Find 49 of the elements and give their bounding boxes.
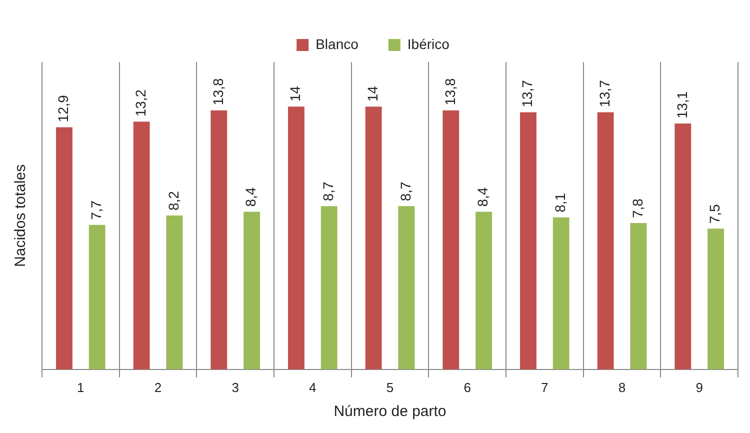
x-tick-label: 2 <box>154 380 162 395</box>
bar <box>398 206 415 370</box>
x-axis-title: Número de parto <box>334 403 446 420</box>
bar <box>166 216 183 370</box>
bar <box>288 106 304 370</box>
data-label: 14 <box>287 86 304 102</box>
bar <box>476 212 492 370</box>
bar <box>210 110 228 370</box>
bar <box>520 112 536 370</box>
x-tick-label: 4 <box>309 380 316 395</box>
bar <box>552 217 570 370</box>
data-label: 8,7 <box>320 181 336 202</box>
y-axis-title: Nacidos totales <box>12 164 30 267</box>
data-label: 13,1 <box>674 91 690 119</box>
bar <box>674 124 692 370</box>
data-label: 8,2 <box>165 190 182 211</box>
bar <box>133 122 150 370</box>
x-tick-label: 7 <box>541 380 548 395</box>
x-tick-label: 5 <box>386 380 394 395</box>
data-label: 14 <box>364 86 380 102</box>
data-label: 8,4 <box>242 187 259 207</box>
bar <box>88 224 106 370</box>
x-tick-label: 8 <box>618 380 626 395</box>
data-label: 13,7 <box>519 80 536 108</box>
bar <box>442 110 460 370</box>
x-tick-label: 3 <box>232 380 239 395</box>
legend-label: Ibérico <box>407 36 450 52</box>
data-label: 8,1 <box>552 192 568 212</box>
x-tick-label: 1 <box>77 380 84 395</box>
x-tick-label: 9 <box>696 380 703 395</box>
data-label: 13,2 <box>132 89 148 117</box>
data-label: 13,8 <box>210 78 226 106</box>
bar <box>365 106 382 370</box>
bar <box>244 212 260 370</box>
data-label: 8,7 <box>397 181 414 202</box>
data-label: 7,8 <box>629 198 646 218</box>
bar <box>597 112 614 370</box>
data-label: 7,7 <box>88 200 104 220</box>
data-label: 12,9 <box>55 94 72 122</box>
bar <box>630 223 647 370</box>
bar <box>320 206 338 370</box>
bar <box>708 228 724 370</box>
data-label: 7,5 <box>706 204 723 224</box>
data-label: 8,4 <box>474 187 491 207</box>
x-tick-label: 6 <box>464 380 471 395</box>
bar <box>56 127 72 370</box>
data-label: 13,7 <box>596 80 612 108</box>
legend-label: Blanco <box>316 36 359 52</box>
data-label: 13,8 <box>442 78 458 106</box>
